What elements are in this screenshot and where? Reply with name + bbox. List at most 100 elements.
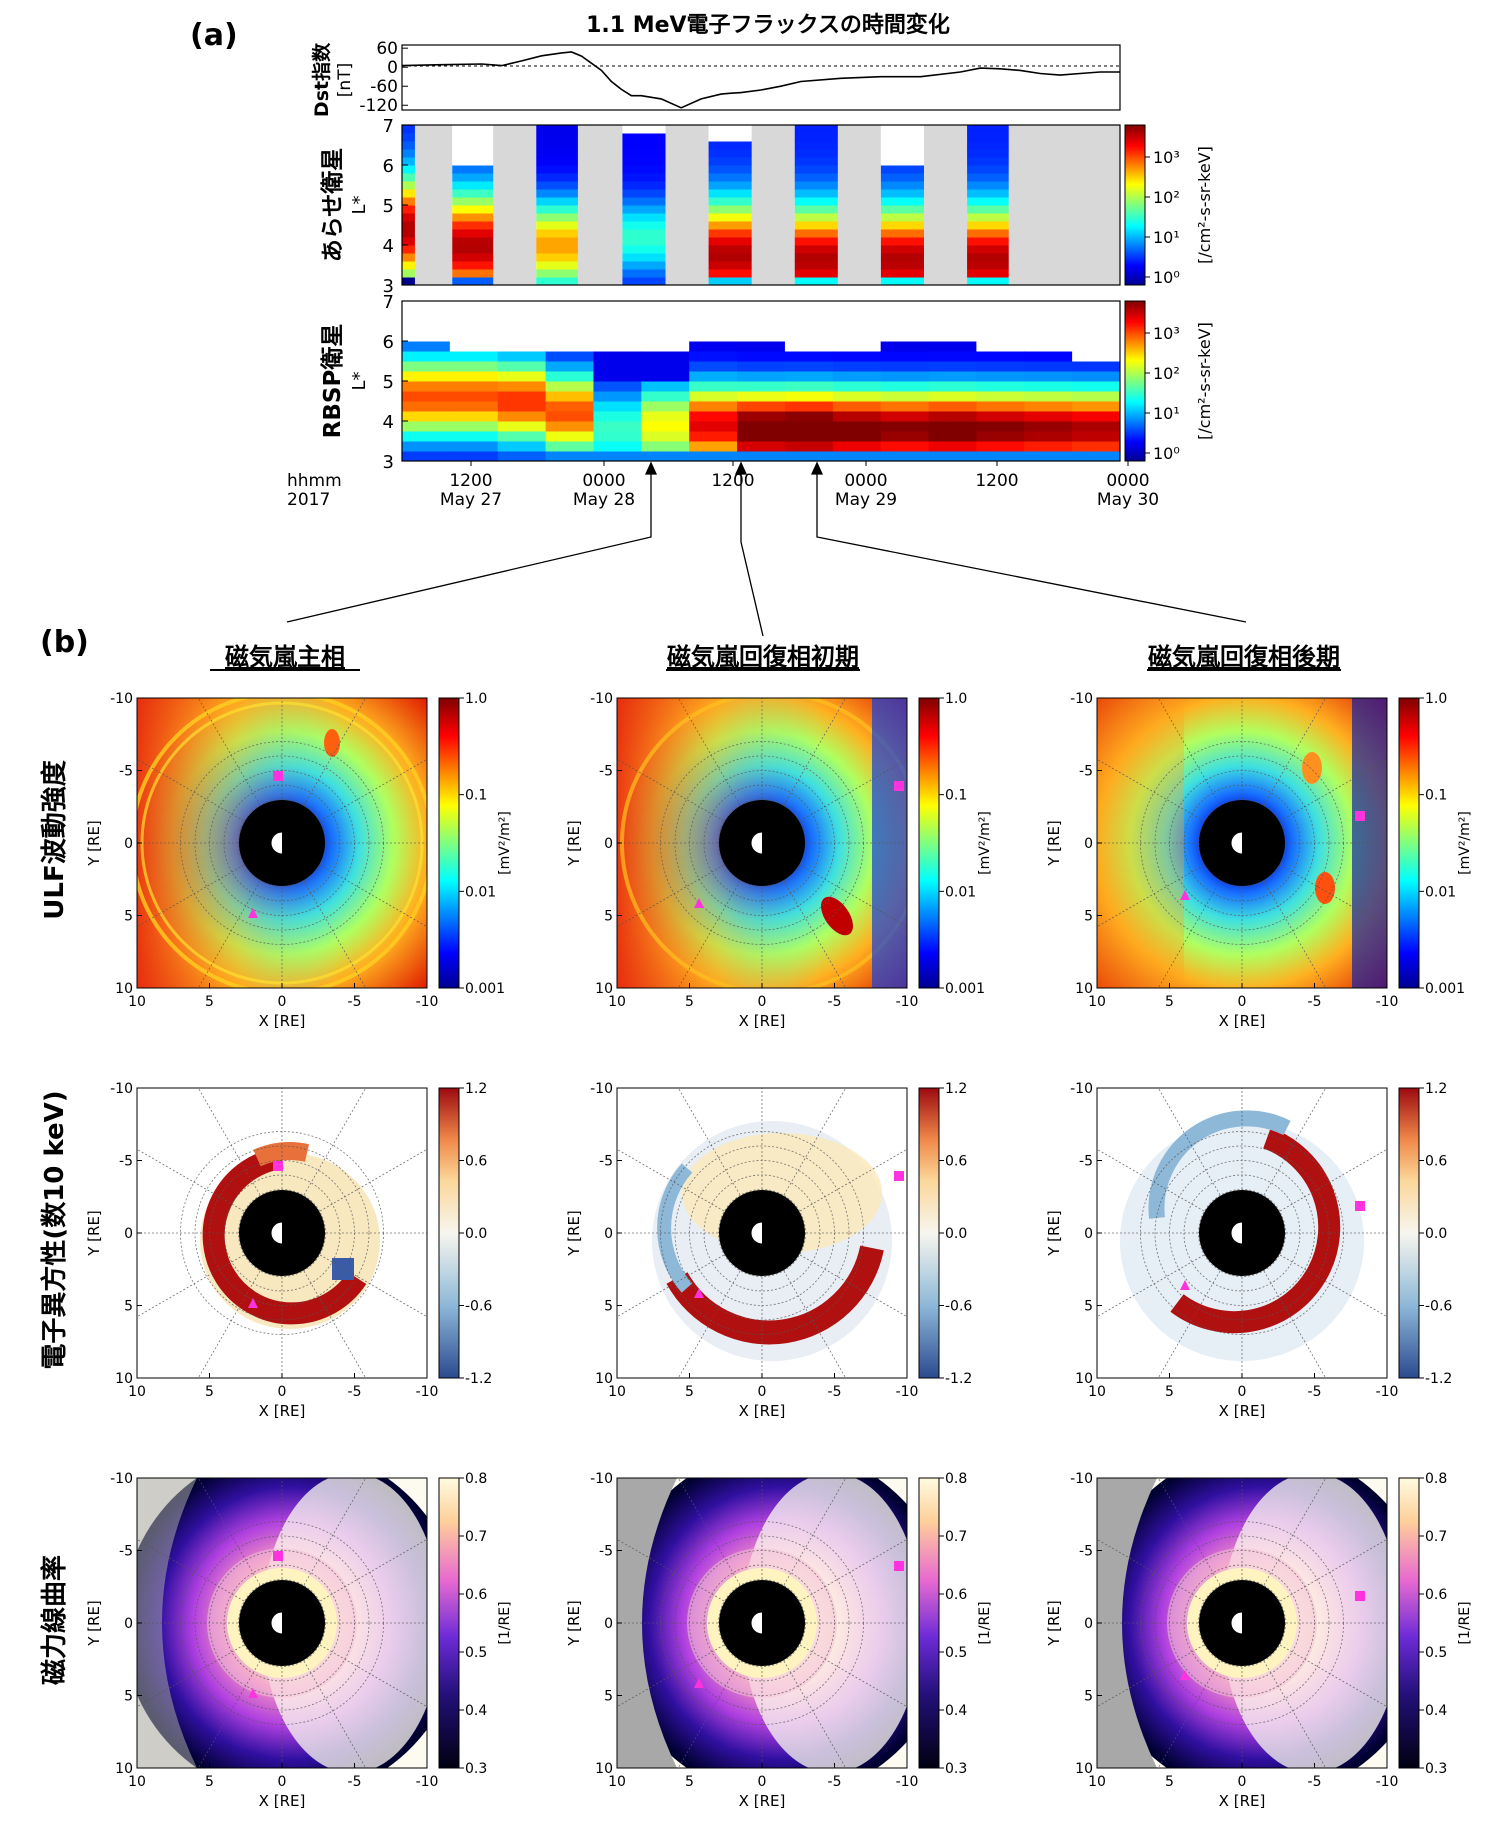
x-tick-label: -10 bbox=[896, 994, 919, 1010]
rbsp-cell bbox=[737, 371, 786, 382]
rbsp-cell bbox=[1072, 321, 1121, 332]
rbsp-cell bbox=[928, 441, 977, 452]
rbsp-cell bbox=[1072, 361, 1121, 372]
rbsp-cell bbox=[593, 391, 642, 402]
curvature-no-data-region bbox=[617, 1478, 677, 1768]
column-titles: 磁気嵐主相 磁気嵐回復相初期 磁気嵐回復相後期 bbox=[210, 643, 1341, 671]
colorbar-tick-label: -0.6 bbox=[465, 1299, 492, 1315]
colorbar-tick-label: 0.7 bbox=[945, 1529, 967, 1545]
rbsp-cell bbox=[689, 451, 738, 462]
lstar-tick-label: 4 bbox=[383, 236, 394, 257]
rbsp-colorbar-ticks: 10³ 10² 10¹ 10⁰ bbox=[1145, 324, 1180, 463]
grid-spoke bbox=[301, 698, 367, 809]
colorbar-tick-label: -0.6 bbox=[945, 1299, 972, 1315]
colorbar-unit: [mV²/m²] bbox=[497, 811, 513, 875]
rbsp-cell bbox=[1024, 391, 1073, 402]
colorbar-tick-label: 0.6 bbox=[945, 1154, 967, 1170]
colorbar-tick-label: 0.001 bbox=[465, 981, 505, 997]
grid-circle bbox=[718, 1189, 806, 1277]
dst-tick-label: -120 bbox=[359, 96, 398, 116]
colorbar-tick-label: 0.001 bbox=[945, 981, 985, 997]
satellite-triangle-marker bbox=[248, 1688, 258, 1698]
dst-tick-label: -60 bbox=[370, 77, 398, 97]
y-tick-label: 10 bbox=[115, 1761, 133, 1777]
arase-ylabel-2: L* bbox=[349, 195, 370, 214]
arase-cell bbox=[880, 205, 925, 214]
rbsp-cell bbox=[402, 411, 451, 422]
rbsp-cell bbox=[928, 341, 977, 352]
arase-cell bbox=[536, 181, 579, 190]
rbsp-cell bbox=[497, 331, 547, 342]
rbsp-cell bbox=[976, 411, 1025, 422]
map-panel: 10 5 0 -5 -10 -10 -5 0 5 10 X [RE] Y [RE] 1.2 0.6 0.0 -… bbox=[565, 1081, 972, 1420]
grid-spoke bbox=[781, 698, 847, 809]
grid-circle bbox=[1198, 799, 1286, 887]
rbsp-cell bbox=[928, 331, 977, 342]
arase-cell bbox=[708, 173, 753, 182]
rbsp-cell bbox=[402, 351, 451, 362]
rbsp-cell bbox=[737, 331, 786, 342]
grid-circle bbox=[1198, 1579, 1286, 1667]
arase-cell bbox=[452, 213, 494, 222]
arase-cell bbox=[967, 261, 1010, 270]
earth-night-half bbox=[282, 1612, 293, 1634]
earth-night-half bbox=[762, 1222, 773, 1244]
arase-cell bbox=[967, 205, 1010, 214]
rbsp-cell bbox=[449, 331, 499, 342]
arase-cell bbox=[708, 237, 753, 246]
arase-cell bbox=[402, 189, 416, 198]
arase-cell bbox=[967, 221, 1010, 230]
x-tick-label: -10 bbox=[1376, 1384, 1399, 1400]
time-axis-row1-label: hhmm bbox=[287, 471, 342, 491]
satellite-triangle-marker bbox=[1180, 1280, 1190, 1290]
curvature-no-data-region bbox=[137, 1478, 197, 1768]
arase-cell bbox=[452, 173, 494, 182]
y-tick-label: 10 bbox=[1075, 981, 1093, 997]
arase-cell bbox=[402, 229, 416, 238]
satellite-triangle-marker bbox=[694, 1288, 704, 1298]
rbsp-cell bbox=[880, 331, 930, 342]
colorbar bbox=[438, 1477, 460, 1769]
satellite-square-marker bbox=[1355, 1591, 1365, 1601]
x-tick-label: 10 bbox=[608, 1774, 626, 1790]
rbsp-cell bbox=[928, 451, 977, 462]
rbsp-cell bbox=[593, 401, 642, 412]
arase-cell bbox=[880, 237, 925, 246]
rbsp-cell bbox=[784, 351, 834, 362]
rbsp-cell bbox=[402, 341, 451, 352]
map-panel: 10 5 0 -5 -10 -10 -5 0 5 10 X [RE] Y [RE] 0.8 0.7 0.6 0… bbox=[85, 1471, 513, 1810]
rbsp-cell bbox=[593, 341, 642, 352]
rbsp-cell bbox=[689, 421, 738, 432]
rbsp-cell bbox=[1024, 401, 1073, 412]
rbsp-cell bbox=[1024, 331, 1073, 342]
arase-cell bbox=[452, 157, 494, 166]
time-tick-hhmm: 1200 bbox=[711, 471, 754, 491]
rbsp-cell bbox=[497, 441, 547, 452]
rbsp-cell bbox=[593, 351, 642, 362]
rbsp-cell bbox=[737, 411, 786, 422]
earth-night-half bbox=[1242, 832, 1253, 854]
rbsp-cell bbox=[832, 381, 882, 392]
x-tick-label: 10 bbox=[608, 1384, 626, 1400]
y-tick-label: -10 bbox=[590, 1081, 613, 1097]
rbsp-cell bbox=[1024, 371, 1073, 382]
rbsp-cell bbox=[402, 381, 451, 392]
grid-spoke bbox=[796, 1148, 907, 1214]
arase-no-data-column bbox=[665, 125, 709, 285]
rbsp-cell bbox=[928, 371, 977, 382]
satellite-triangle-marker bbox=[248, 908, 258, 918]
rbsp-cell bbox=[497, 411, 547, 422]
y-tick-label: 10 bbox=[1075, 1371, 1093, 1387]
arase-cell bbox=[708, 157, 753, 166]
rbsp-cell bbox=[402, 361, 451, 372]
arase-cell bbox=[452, 181, 494, 190]
arase-no-data-column bbox=[923, 125, 968, 285]
rbsp-cell bbox=[976, 421, 1025, 432]
y-tick-label: 10 bbox=[115, 1371, 133, 1387]
arase-cell bbox=[794, 205, 839, 214]
rbsp-cell bbox=[928, 301, 977, 312]
rbsp-cell bbox=[545, 361, 594, 372]
earth-night-half bbox=[1242, 1612, 1253, 1634]
grid-spoke bbox=[301, 877, 367, 988]
arase-cell bbox=[402, 141, 416, 150]
